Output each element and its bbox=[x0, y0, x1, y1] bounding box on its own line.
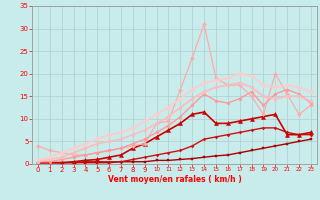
X-axis label: Vent moyen/en rafales ( km/h ): Vent moyen/en rafales ( km/h ) bbox=[108, 175, 241, 184]
